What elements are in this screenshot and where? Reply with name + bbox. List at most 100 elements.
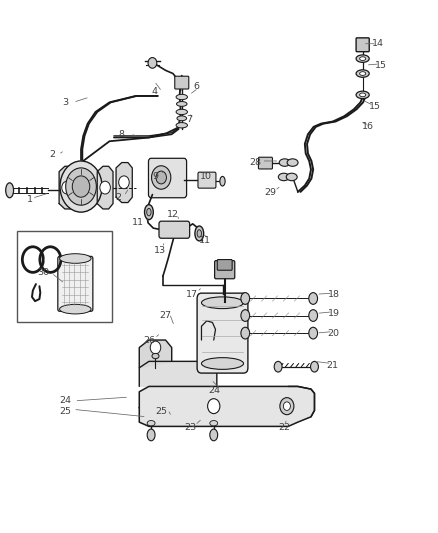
Polygon shape bbox=[139, 361, 217, 386]
Circle shape bbox=[72, 176, 90, 197]
Text: 11: 11 bbox=[199, 237, 211, 245]
Circle shape bbox=[66, 168, 96, 205]
FancyBboxPatch shape bbox=[197, 293, 248, 373]
Polygon shape bbox=[139, 386, 314, 426]
Circle shape bbox=[45, 253, 56, 266]
Text: 15: 15 bbox=[368, 102, 381, 111]
Text: 14: 14 bbox=[371, 39, 384, 48]
Ellipse shape bbox=[360, 72, 366, 76]
Ellipse shape bbox=[356, 91, 369, 99]
FancyBboxPatch shape bbox=[175, 76, 189, 89]
FancyBboxPatch shape bbox=[198, 172, 216, 188]
Circle shape bbox=[148, 58, 157, 68]
Polygon shape bbox=[139, 340, 172, 368]
Text: 27: 27 bbox=[159, 311, 172, 320]
Ellipse shape bbox=[210, 421, 218, 426]
Text: 17: 17 bbox=[186, 290, 198, 298]
Text: 24: 24 bbox=[59, 397, 71, 405]
Polygon shape bbox=[116, 163, 132, 203]
Text: 23: 23 bbox=[184, 423, 197, 432]
Ellipse shape bbox=[177, 101, 187, 107]
Circle shape bbox=[208, 399, 220, 414]
Text: 25: 25 bbox=[155, 407, 167, 416]
Ellipse shape bbox=[201, 297, 244, 309]
Text: 12: 12 bbox=[167, 210, 179, 219]
Text: 26: 26 bbox=[144, 336, 156, 344]
Ellipse shape bbox=[147, 429, 155, 441]
Circle shape bbox=[150, 341, 161, 354]
Ellipse shape bbox=[309, 327, 318, 339]
Ellipse shape bbox=[60, 254, 91, 263]
Ellipse shape bbox=[241, 293, 250, 304]
Text: 7: 7 bbox=[186, 116, 192, 124]
FancyBboxPatch shape bbox=[148, 158, 187, 198]
Ellipse shape bbox=[145, 205, 153, 220]
Text: 10: 10 bbox=[200, 173, 212, 181]
Polygon shape bbox=[97, 166, 113, 209]
Text: 13: 13 bbox=[154, 246, 166, 255]
Text: 20: 20 bbox=[328, 329, 340, 337]
Text: 3: 3 bbox=[62, 98, 68, 107]
Circle shape bbox=[152, 166, 171, 189]
Circle shape bbox=[280, 398, 294, 415]
Circle shape bbox=[27, 253, 39, 266]
Ellipse shape bbox=[177, 116, 187, 120]
FancyBboxPatch shape bbox=[58, 256, 93, 311]
Circle shape bbox=[119, 176, 129, 189]
Ellipse shape bbox=[220, 176, 225, 186]
Ellipse shape bbox=[274, 361, 282, 372]
Text: 9: 9 bbox=[152, 173, 159, 181]
Ellipse shape bbox=[360, 57, 366, 60]
Ellipse shape bbox=[309, 293, 318, 304]
Text: 2: 2 bbox=[115, 193, 121, 201]
Ellipse shape bbox=[241, 310, 250, 321]
Text: 29: 29 bbox=[265, 189, 277, 197]
Ellipse shape bbox=[195, 226, 204, 241]
Polygon shape bbox=[59, 166, 75, 209]
Text: 22: 22 bbox=[278, 423, 290, 432]
Ellipse shape bbox=[311, 361, 318, 372]
Ellipse shape bbox=[6, 183, 14, 198]
Ellipse shape bbox=[152, 353, 159, 359]
Ellipse shape bbox=[176, 109, 187, 115]
FancyBboxPatch shape bbox=[159, 221, 190, 238]
Text: 15: 15 bbox=[375, 61, 387, 69]
Ellipse shape bbox=[356, 70, 369, 77]
Ellipse shape bbox=[147, 208, 151, 216]
Ellipse shape bbox=[360, 93, 366, 97]
Circle shape bbox=[156, 171, 166, 184]
Bar bbox=[17, 231, 112, 322]
FancyBboxPatch shape bbox=[217, 260, 232, 270]
Text: 24: 24 bbox=[208, 386, 221, 394]
Text: 18: 18 bbox=[328, 290, 340, 298]
Ellipse shape bbox=[279, 159, 290, 166]
Ellipse shape bbox=[286, 173, 297, 181]
Circle shape bbox=[100, 181, 110, 194]
Ellipse shape bbox=[210, 429, 218, 441]
Circle shape bbox=[283, 402, 290, 410]
Text: 19: 19 bbox=[328, 309, 340, 318]
Circle shape bbox=[62, 181, 72, 194]
Ellipse shape bbox=[309, 310, 318, 321]
Text: 21: 21 bbox=[326, 361, 338, 369]
FancyBboxPatch shape bbox=[258, 157, 272, 169]
Ellipse shape bbox=[201, 358, 244, 369]
Ellipse shape bbox=[287, 159, 298, 166]
Ellipse shape bbox=[60, 304, 91, 314]
Text: 11: 11 bbox=[132, 219, 144, 227]
Ellipse shape bbox=[176, 94, 187, 100]
FancyBboxPatch shape bbox=[215, 261, 235, 279]
Text: 6: 6 bbox=[193, 82, 199, 91]
Ellipse shape bbox=[241, 327, 250, 339]
Ellipse shape bbox=[279, 173, 290, 181]
Text: 16: 16 bbox=[362, 123, 374, 131]
Polygon shape bbox=[201, 321, 215, 340]
Text: 25: 25 bbox=[59, 407, 71, 416]
Ellipse shape bbox=[147, 421, 155, 426]
Text: 30: 30 bbox=[37, 269, 49, 277]
Ellipse shape bbox=[197, 230, 201, 237]
Text: 2: 2 bbox=[49, 150, 56, 159]
FancyBboxPatch shape bbox=[356, 38, 369, 52]
Text: 4: 4 bbox=[151, 87, 157, 96]
Ellipse shape bbox=[356, 55, 369, 62]
